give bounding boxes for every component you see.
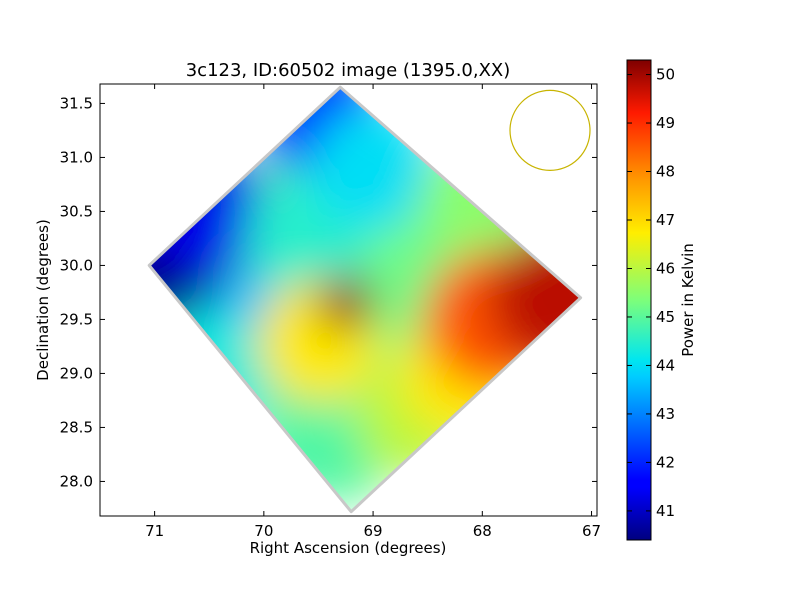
colorbar-tick-label: 49 — [656, 114, 675, 132]
x-tick-label: 67 — [582, 522, 601, 540]
y-tick-label: 30.0 — [60, 256, 93, 274]
y-tick-label: 29.5 — [60, 310, 93, 328]
beam-circle — [509, 89, 591, 171]
y-axis: 28.0 28.5 29.0 29.5 30.0 30.5 31.0 31.5 — [60, 94, 597, 490]
plot-area-frame — [99, 83, 598, 517]
colorbar-gradient — [626, 59, 652, 541]
colorbar-tick-label: 50 — [656, 66, 675, 84]
y-tick-label: 28.0 — [60, 472, 93, 490]
heat-sample — [149, 311, 272, 436]
y-tick-label: 31.0 — [60, 148, 93, 166]
x-tick-label: 68 — [473, 522, 492, 540]
y-axis-label: Declination (degrees) — [34, 219, 52, 381]
y-tick-label: 30.5 — [60, 202, 93, 220]
x-axis: 71 70 69 68 67 — [145, 84, 601, 540]
colorbar-tick-label: 45 — [656, 308, 675, 326]
colorbar-tick-label: 42 — [656, 453, 675, 471]
y-tick-label: 28.5 — [60, 418, 93, 436]
heatmap-image — [149, 87, 581, 512]
colorbar-ticks: 41 42 43 44 45 46 47 48 49 50 — [627, 66, 675, 520]
heat-sample — [420, 138, 545, 263]
chart-title: 3c123, ID:60502 image (1395.0,XX) — [186, 60, 511, 81]
colorbar-tick-label: 41 — [656, 502, 675, 520]
heat-sample — [311, 106, 436, 231]
heat-sample — [317, 275, 374, 332]
colorbar-tick-label: 43 — [656, 405, 675, 423]
y-tick-label: 29.0 — [60, 364, 93, 382]
colorbar-tick-label: 47 — [656, 211, 675, 229]
x-axis-label: Right Ascension (degrees) — [250, 539, 447, 557]
heat-sample — [488, 227, 581, 368]
x-tick-label: 69 — [364, 522, 383, 540]
colorbar-label: Power in Kelvin — [679, 243, 697, 357]
footprint-edge — [147, 85, 583, 514]
x-tick-label: 71 — [145, 522, 164, 540]
x-tick-label: 70 — [254, 522, 273, 540]
colorbar-tick-label: 44 — [656, 356, 675, 374]
colorbar: 41 42 43 44 45 46 47 48 49 50 Power in Kelvin — [626, 59, 697, 541]
colorbar-tick-label: 48 — [656, 163, 675, 181]
colorbar-tick-label: 46 — [656, 259, 675, 277]
y-tick-label: 31.5 — [60, 94, 93, 112]
